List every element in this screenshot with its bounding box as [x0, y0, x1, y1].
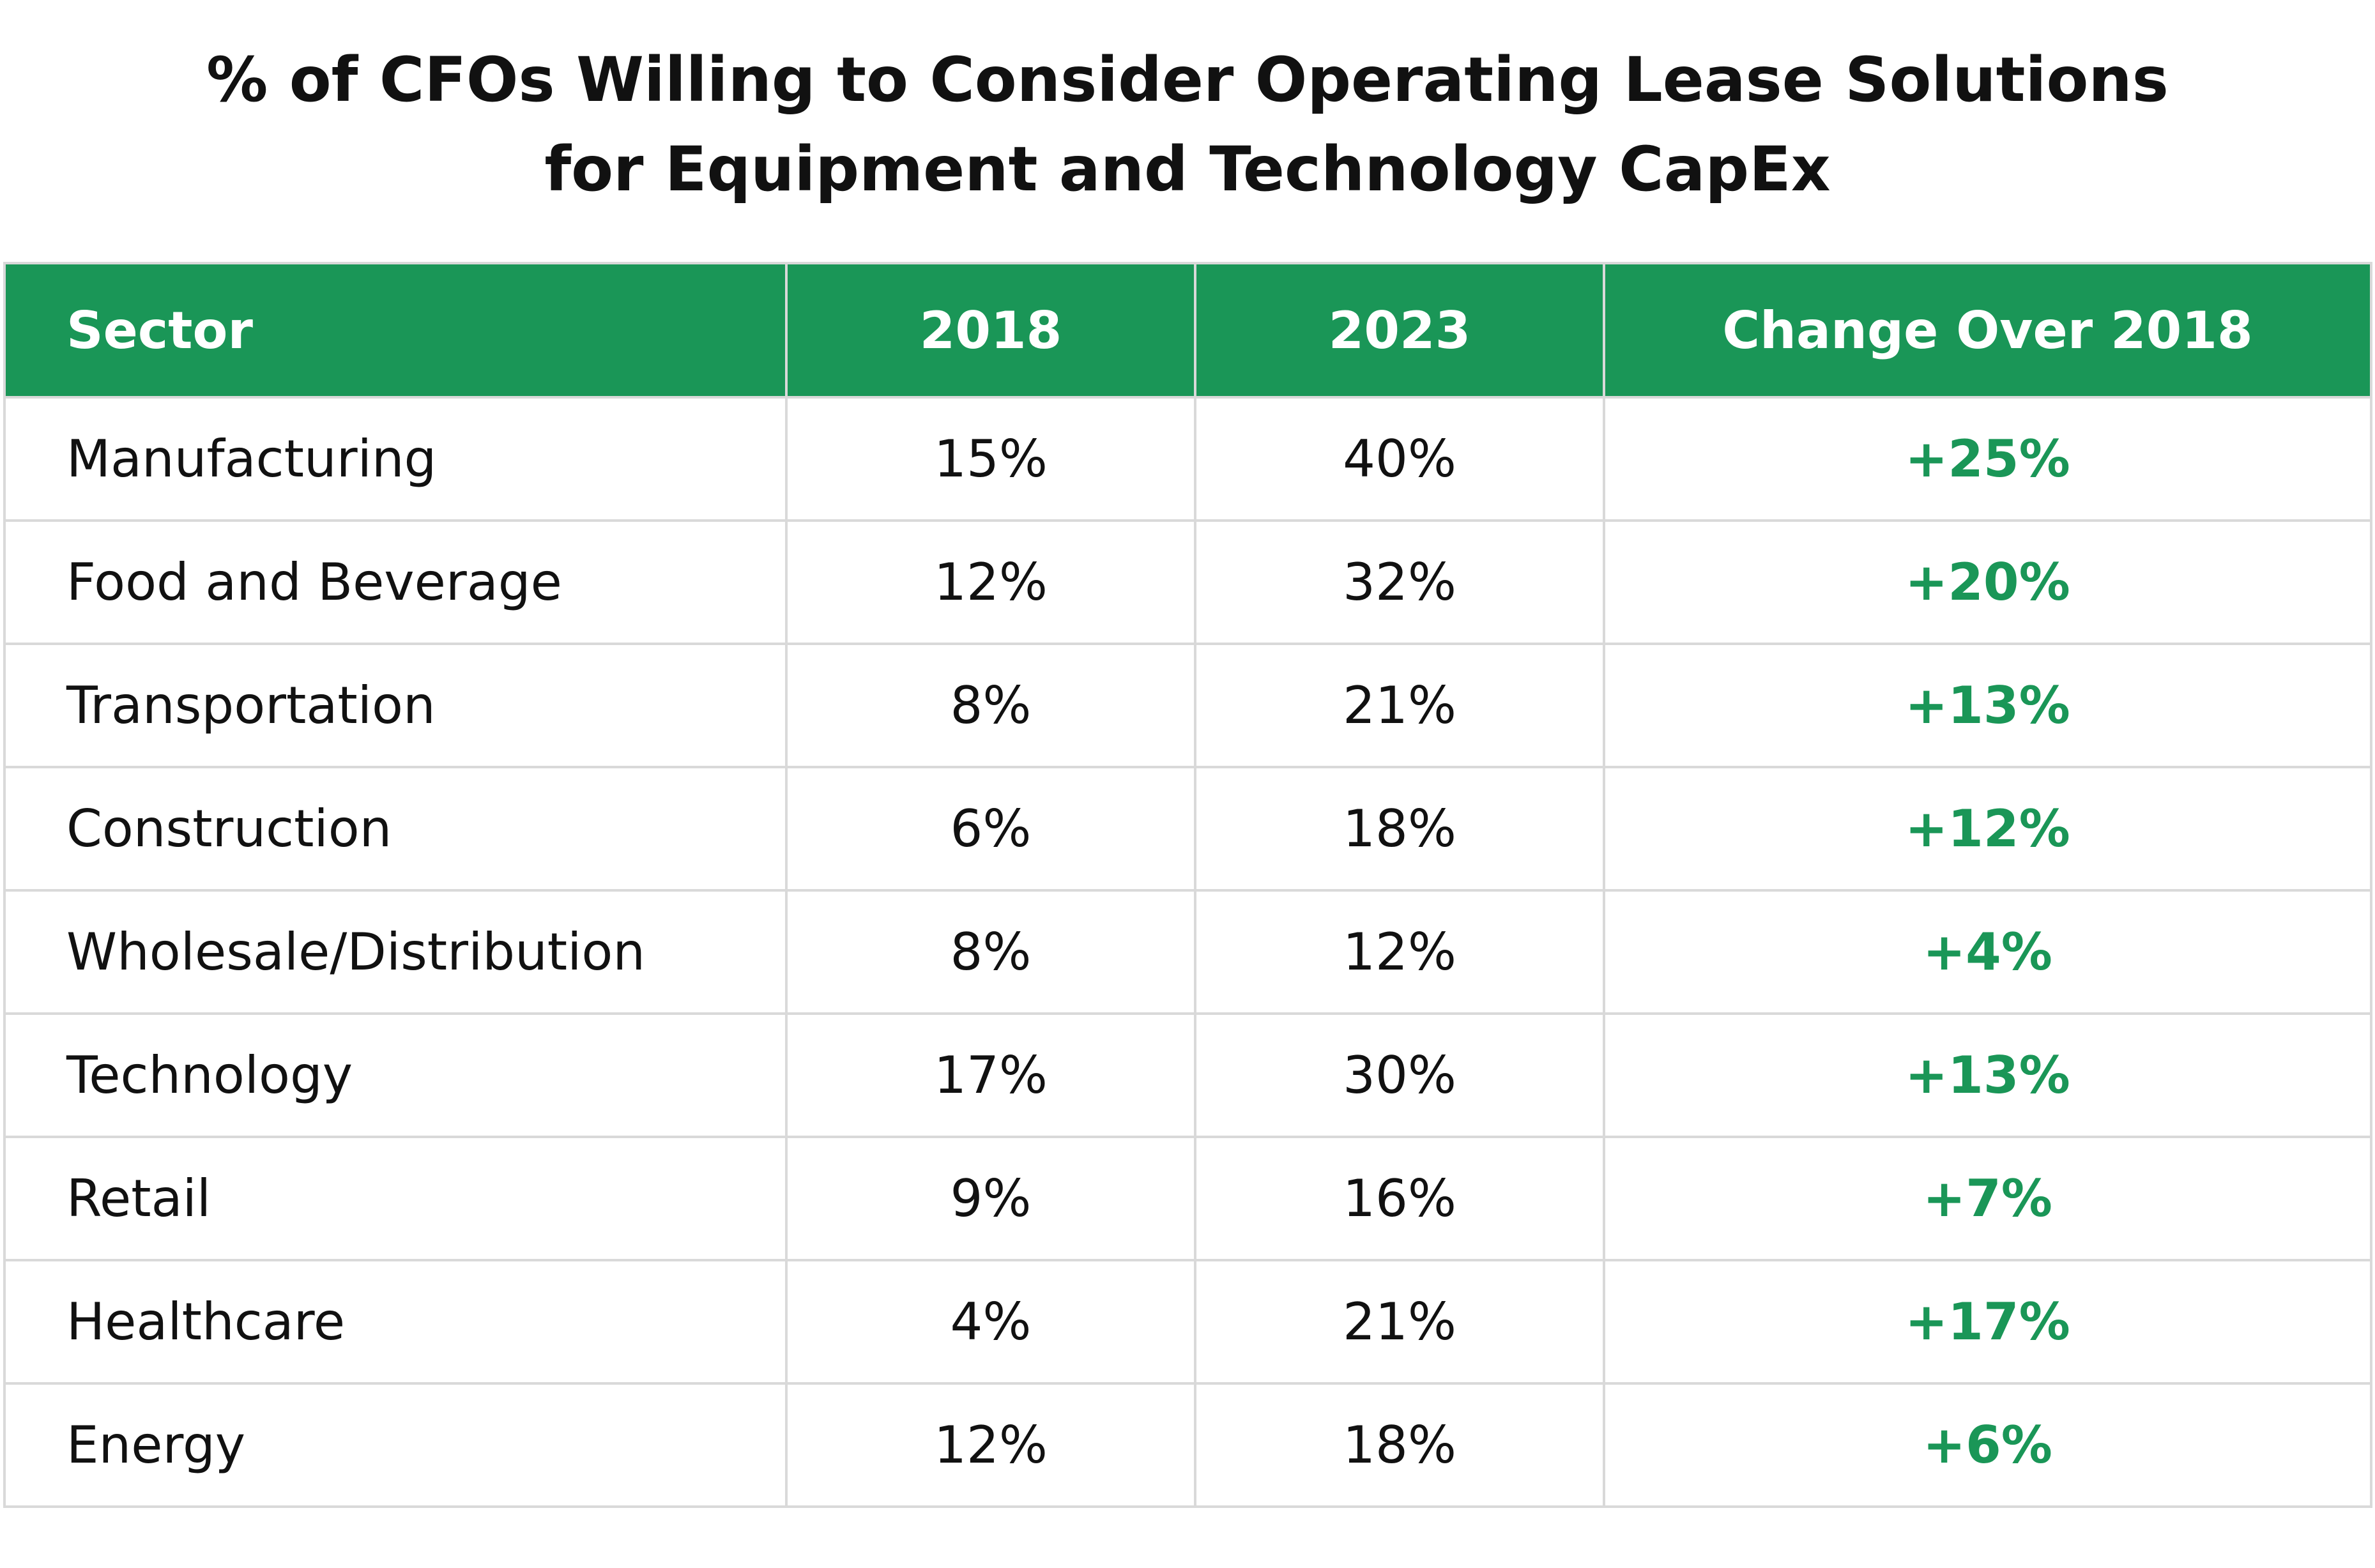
- value-2018-cell: 9%: [785, 1136, 1196, 1261]
- sector-cell: Healthcare: [3, 1259, 788, 1385]
- value-2023-cell: 30%: [1194, 1012, 1605, 1138]
- header-2023: 2023: [1194, 262, 1605, 399]
- header-sector: Sector: [3, 262, 788, 399]
- value-2018-cell: 17%: [785, 1012, 1196, 1138]
- chart-title: % of CFOs Willing to Consider Operating …: [0, 35, 2375, 214]
- value-2018-cell: 8%: [785, 889, 1196, 1015]
- table-row: Wholesale/Distribution 8% 12% +4%: [3, 889, 2372, 1015]
- sector-cell: Construction: [3, 766, 788, 892]
- change-cell: +12%: [1603, 766, 2372, 892]
- value-2023-cell: 21%: [1194, 1259, 1605, 1385]
- chart-title-line-2: for Equipment and Technology CapEx: [544, 133, 1831, 205]
- chart-title-line-1: % of CFOs Willing to Consider Operating …: [206, 44, 2169, 116]
- sector-cell: Technology: [3, 1012, 788, 1138]
- value-2023-cell: 40%: [1194, 396, 1605, 522]
- change-cell: +7%: [1603, 1136, 2372, 1261]
- sector-cell: Wholesale/Distribution: [3, 889, 788, 1015]
- sector-cell: Manufacturing: [3, 396, 788, 522]
- header-2018: 2018: [785, 262, 1196, 399]
- value-2023-cell: 18%: [1194, 1382, 1605, 1508]
- table-row: Manufacturing 15% 40% +25%: [3, 396, 2372, 522]
- header-change: Change Over 2018: [1603, 262, 2372, 399]
- sector-cell: Energy: [3, 1382, 788, 1508]
- value-2018-cell: 4%: [785, 1259, 1196, 1385]
- value-2018-cell: 12%: [785, 519, 1196, 645]
- change-cell: +20%: [1603, 519, 2372, 645]
- value-2023-cell: 18%: [1194, 766, 1605, 892]
- table-row: Construction 6% 18% +12%: [3, 766, 2372, 892]
- sector-cell: Transportation: [3, 643, 788, 768]
- sector-cell: Food and Beverage: [3, 519, 788, 645]
- value-2023-cell: 12%: [1194, 889, 1605, 1015]
- change-cell: +25%: [1603, 396, 2372, 522]
- value-2018-cell: 8%: [785, 643, 1196, 768]
- table-row: Retail 9% 16% +7%: [3, 1136, 2372, 1261]
- value-2018-cell: 12%: [785, 1382, 1196, 1508]
- value-2023-cell: 16%: [1194, 1136, 1605, 1261]
- value-2023-cell: 32%: [1194, 519, 1605, 645]
- value-2018-cell: 6%: [785, 766, 1196, 892]
- header-row: Sector 2018 2023 Change Over 2018: [3, 262, 2372, 399]
- table-header: Sector 2018 2023 Change Over 2018: [3, 262, 2372, 399]
- table-row: Transportation 8% 21% +13%: [3, 643, 2372, 768]
- value-2023-cell: 21%: [1194, 643, 1605, 768]
- change-cell: +4%: [1603, 889, 2372, 1015]
- change-cell: +13%: [1603, 643, 2372, 768]
- change-cell: +13%: [1603, 1012, 2372, 1138]
- table-body: Manufacturing 15% 40% +25% Food and Beverage…: [3, 396, 2372, 1508]
- value-2018-cell: 15%: [785, 396, 1196, 522]
- sector-cell: Retail: [3, 1136, 788, 1261]
- table-row: Energy 12% 18% +6%: [3, 1382, 2372, 1508]
- data-table: Sector 2018 2023 Change Over 2018 Manufa…: [3, 262, 2372, 1508]
- table-row: Technology 17% 30% +13%: [3, 1012, 2372, 1138]
- change-cell: +6%: [1603, 1382, 2372, 1508]
- table-row: Food and Beverage 12% 32% +20%: [3, 519, 2372, 645]
- table-row: Healthcare 4% 21% +17%: [3, 1259, 2372, 1385]
- change-cell: +17%: [1603, 1259, 2372, 1385]
